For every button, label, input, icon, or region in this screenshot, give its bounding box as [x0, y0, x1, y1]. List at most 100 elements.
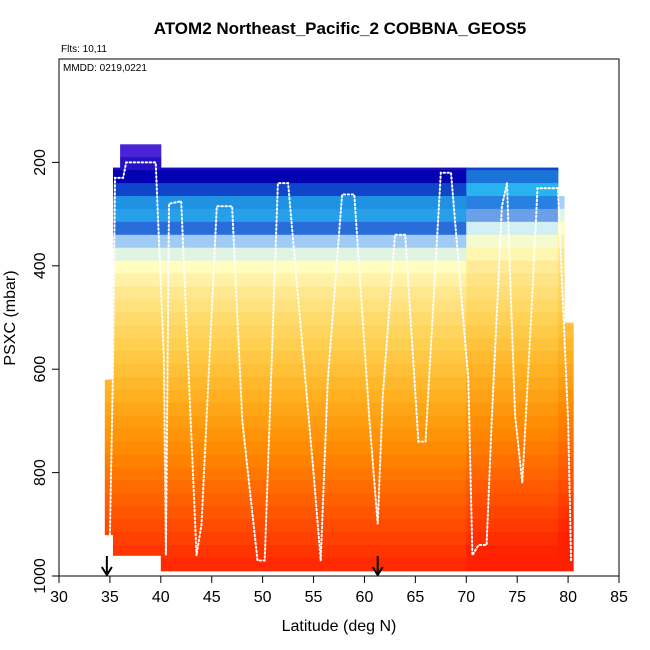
- heatmap-cell: [112, 415, 121, 430]
- heatmap-cell: [557, 389, 565, 404]
- heatmap-cell: [140, 325, 152, 339]
- heatmap-cell: [112, 338, 121, 352]
- heatmap-cell: [150, 428, 162, 443]
- heatmap-cell: [364, 467, 467, 481]
- heatmap-cell: [120, 506, 141, 520]
- heatmap-cell: [104, 467, 114, 481]
- heatmap-cell: [120, 325, 141, 339]
- heatmap-cell: [160, 454, 365, 468]
- heatmap-cell: [112, 208, 121, 223]
- heatmap-cell: [160, 428, 365, 443]
- heatmap-cell: [120, 312, 141, 326]
- heatmap-cell: [564, 376, 574, 391]
- heatmap-cell: [557, 544, 565, 559]
- heatmap-cell: [466, 196, 559, 210]
- y-tick-label: 800: [32, 459, 49, 486]
- heatmap-cell: [120, 183, 141, 197]
- heatmap-cell: [564, 532, 574, 546]
- heatmap-cell: [150, 441, 162, 456]
- heatmap-cell: [120, 170, 141, 184]
- heatmap-cell: [112, 364, 121, 378]
- heatmap-cell: [150, 273, 162, 287]
- heatmap-cell: [120, 480, 141, 494]
- heatmap-cell: [140, 480, 152, 494]
- heatmap-cell: [140, 441, 152, 456]
- heatmap-cell: [112, 519, 121, 533]
- heatmap-cell: [466, 221, 559, 236]
- heatmap-cell: [150, 467, 162, 481]
- heatmap-cell: [140, 506, 152, 520]
- heatmap-cell: [120, 544, 141, 556]
- heatmap-cell: [160, 260, 365, 275]
- heatmap-cell: [557, 519, 565, 533]
- heatmap-cell: [364, 351, 467, 365]
- heatmap-cell: [160, 170, 365, 184]
- heatmap-cell: [120, 234, 141, 249]
- x-tick-label: 70: [457, 589, 475, 606]
- x-tick-label: 35: [101, 589, 119, 606]
- heatmap-cell: [564, 325, 574, 339]
- heatmap-cell: [466, 183, 559, 197]
- heatmap-cell: [466, 519, 559, 533]
- heatmap-cell: [112, 389, 121, 404]
- heatmap-cell: [140, 389, 152, 404]
- heatmap-cell: [364, 519, 467, 533]
- heatmap-cell: [364, 196, 467, 210]
- heatmap-cell: [104, 480, 114, 494]
- heatmap-cell: [564, 544, 574, 559]
- heatmap-cell: [140, 183, 152, 197]
- heatmap-cell: [557, 364, 565, 378]
- heatmap-cell: [557, 557, 565, 572]
- heatmap-cell: [160, 389, 365, 404]
- heatmap-cell: [557, 196, 565, 210]
- heatmap-cell: [120, 208, 141, 223]
- heatmap-cell: [364, 167, 467, 171]
- heatmap-cell: [466, 454, 559, 468]
- heatmap-cell: [120, 286, 141, 300]
- heatmap-cell: [112, 183, 121, 197]
- heatmap-cell: [140, 544, 152, 556]
- heatmap-cell: [160, 544, 365, 559]
- heatmap-cell: [140, 415, 152, 430]
- heatmap-cell: [150, 260, 162, 275]
- heatmap-cell: [140, 273, 152, 287]
- heatmap-cell: [364, 506, 467, 520]
- flight-track-line: [108, 161, 573, 562]
- heatmap-cell: [112, 170, 121, 184]
- heatmap-cell: [364, 234, 467, 249]
- heatmap-cell: [120, 364, 141, 378]
- heatmap-cell: [112, 402, 121, 417]
- y-tick-label: 400: [32, 252, 49, 279]
- heatmap-cell: [466, 325, 559, 339]
- heatmap-cell: [160, 364, 365, 378]
- heatmap-cell: [120, 519, 141, 533]
- heatmap-cell: [557, 480, 565, 494]
- heatmap-cell: [364, 454, 467, 468]
- heatmap-cell: [160, 273, 365, 287]
- heatmap-cell: [112, 454, 121, 468]
- heatmap-cell: [112, 286, 121, 300]
- heatmap-cell: [364, 480, 467, 494]
- heatmap-cell: [140, 260, 152, 275]
- heatmap-cell: [466, 389, 559, 404]
- heatmap-cell: [120, 338, 141, 352]
- heatmap-cell: [120, 454, 141, 468]
- heatmap-cell: [466, 247, 559, 262]
- heatmap-cell: [160, 208, 365, 223]
- heatmap-cell: [466, 299, 559, 313]
- heatmap-cell: [140, 170, 152, 184]
- y-tick-label: 600: [32, 356, 49, 383]
- heatmap-cell: [150, 234, 162, 249]
- heatmap-cell: [557, 376, 565, 391]
- heatmap-cell: [150, 493, 162, 507]
- heatmap-cell: [140, 467, 152, 481]
- heatmap-cell: [140, 376, 152, 391]
- heatmap-cell: [466, 428, 559, 443]
- heatmap-cell: [140, 519, 152, 533]
- heatmap-cell: [140, 454, 152, 468]
- heatmap-cell: [466, 415, 559, 430]
- y-axis-title: PSXC (mbar): [2, 270, 19, 365]
- heatmap-cell: [364, 415, 467, 430]
- flights-annotation: Flts: 10,11: [61, 44, 107, 55]
